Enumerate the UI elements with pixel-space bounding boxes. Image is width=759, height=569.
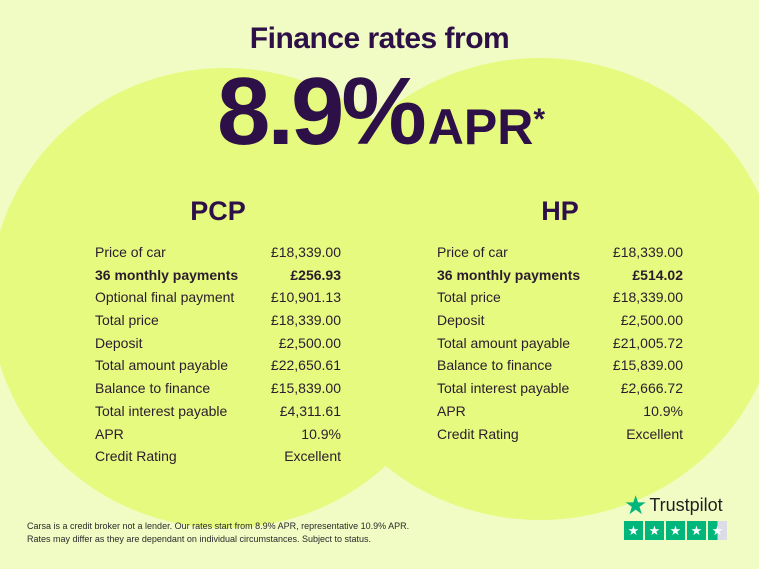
star-icon: ★	[687, 521, 706, 540]
star-icon: ★	[624, 490, 648, 520]
table-row: APR 10.9%	[95, 423, 341, 446]
table-row: Price of car £18,339.00	[95, 241, 341, 264]
table-row: 36 monthly payments £514.02	[437, 264, 683, 287]
table-row: Total price £18,339.00	[437, 286, 683, 309]
row-value: Excellent	[626, 425, 683, 442]
pcp-table: PCP Price of car £18,339.00 36 monthly pay…	[95, 196, 341, 468]
row-label: Total price	[437, 289, 501, 306]
row-value: £10,901.13	[270, 289, 341, 306]
table-row: Total amount payable £21,005.72	[437, 332, 683, 355]
table-row: 36 monthly payments £256.93	[95, 264, 341, 287]
star-half-icon: ★	[708, 521, 727, 540]
row-label: Balance to finance	[95, 380, 211, 397]
row-label: Deposit	[437, 312, 485, 329]
row-label: 36 monthly payments	[437, 266, 581, 283]
table-row: Total interest payable £2,666.72	[437, 377, 683, 400]
row-value: £21,005.72	[612, 334, 683, 351]
row-label: APR	[437, 402, 466, 419]
headline: Finance rates from	[249, 22, 510, 55]
row-value: £256.93	[290, 266, 341, 283]
disclaimer-line: Carsa is a credit broker not a lender. O…	[27, 521, 410, 531]
row-value: £514.02	[632, 266, 683, 283]
row-value: £18,339.00	[612, 244, 683, 260]
table-row: Balance to finance £15,839.00	[95, 377, 341, 400]
row-value: £15,839.00	[612, 357, 683, 374]
row-label: Deposit	[95, 334, 143, 351]
row-value: £2,500.00	[278, 334, 341, 351]
table-row: Total amount payable £22,650.61	[95, 354, 341, 377]
table-row: Total price £18,339.00	[95, 309, 341, 332]
row-value: 10.9%	[301, 425, 341, 442]
table-row: Credit Rating Excellent	[437, 423, 683, 446]
row-label: Optional final payment	[95, 289, 235, 306]
table-row: Deposit £2,500.00	[437, 309, 683, 332]
plan-title: HP	[541, 196, 579, 226]
table-row: APR 10.9%	[437, 400, 683, 423]
row-label: Price of car	[437, 244, 508, 260]
star-icon: ★	[666, 521, 685, 540]
disclaimer: Carsa is a credit broker not a lender. O…	[27, 520, 409, 546]
table-row: Deposit £2,500.00	[95, 332, 341, 355]
row-label: 36 monthly payments	[95, 266, 239, 283]
row-value: £15,839.00	[270, 380, 341, 397]
row-value: £2,666.72	[620, 380, 683, 397]
row-value: £22,650.61	[270, 357, 341, 374]
row-label: Total interest payable	[437, 380, 570, 397]
star-icon: ★	[645, 521, 664, 540]
row-label: APR	[95, 425, 124, 442]
table-row: Optional final payment £10,901.13	[95, 286, 341, 309]
disclaimer-line: Rates may differ as they are dependant o…	[27, 534, 372, 544]
row-label: Credit Rating	[95, 448, 177, 465]
row-value: £2,500.00	[620, 312, 683, 329]
rate-value: 8.9%	[216, 58, 427, 165]
trustpilot-rating: ★ ★ ★ ★ ★	[624, 521, 727, 540]
table-row: Balance to finance £15,839.00	[437, 354, 683, 377]
plan-title: PCP	[190, 196, 246, 226]
row-label: Total amount payable	[437, 334, 571, 351]
row-label: Balance to finance	[437, 357, 553, 374]
row-label: Total amount payable	[95, 357, 229, 374]
row-label: Price of car	[95, 244, 166, 260]
table-row: Credit Rating Excellent	[95, 445, 341, 468]
row-label: Credit Rating	[437, 425, 519, 442]
rate-headline: 8.9%APR*	[0, 62, 759, 177]
table-row: Price of car £18,339.00	[437, 241, 683, 264]
asterisk: *	[533, 103, 545, 136]
row-value: £18,339.00	[270, 244, 341, 260]
apr-label: APR	[427, 99, 534, 155]
decor-circle-right	[300, 58, 759, 520]
row-value: Excellent	[284, 448, 341, 465]
row-label: Total interest payable	[95, 402, 228, 419]
row-value: £18,339.00	[270, 312, 341, 329]
row-value: £18,339.00	[612, 289, 683, 306]
table-row: Total interest payable £4,311.61	[95, 400, 341, 423]
star-icon: ★	[624, 521, 643, 540]
trustpilot-badge: ★ Trustpilot ★ ★ ★ ★ ★	[624, 490, 727, 540]
hp-table: HP Price of car £18,339.00 36 monthly paym…	[437, 196, 683, 445]
row-value: £4,311.61	[279, 402, 341, 419]
trustpilot-name: Trustpilot	[649, 494, 723, 515]
row-label: Total price	[95, 312, 159, 329]
row-value: 10.9%	[643, 402, 683, 419]
